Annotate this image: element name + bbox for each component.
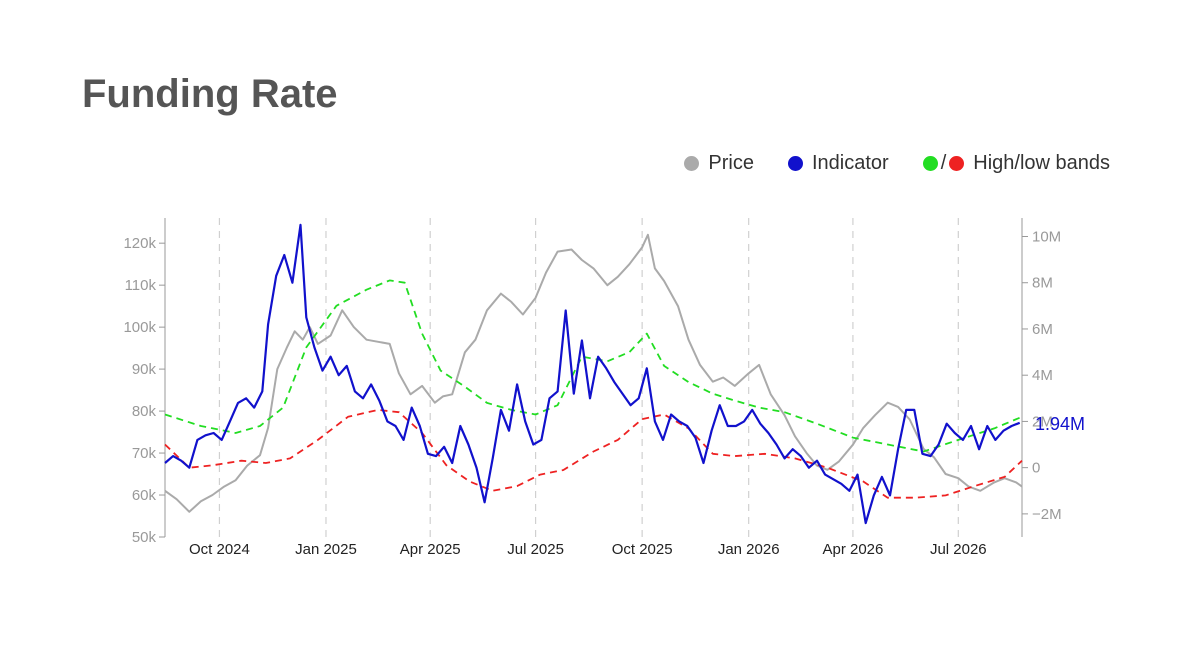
- x-tick-label: Jul 2026: [930, 541, 987, 558]
- legend-label-indicator: Indicator: [811, 152, 889, 174]
- y-right-tick-label: 8M: [1032, 275, 1053, 292]
- legend-item-price[interactable]: Price: [684, 152, 754, 175]
- y-left-tick-label: 60k: [132, 487, 157, 504]
- series-line-high-band: [164, 279, 1023, 453]
- y-right-tick-label: 10M: [1032, 228, 1061, 245]
- y-left-tick-label: 70k: [132, 445, 157, 462]
- x-tick-label: Jan 2025: [295, 541, 357, 558]
- x-tick-label: Oct 2024: [189, 541, 250, 558]
- series-line-price: [164, 233, 1023, 513]
- legend-item-indicator[interactable]: Indicator: [787, 152, 889, 175]
- x-tick-label: Oct 2025: [612, 541, 673, 558]
- low-band-dot-icon: [949, 156, 965, 171]
- y-left-tick-label: 80k: [132, 403, 157, 420]
- last-value-label: 1.94M: [1035, 414, 1085, 434]
- indicator-dot-icon: [787, 156, 803, 171]
- price-dot-icon: [684, 156, 700, 171]
- series-line-low-band: [164, 408, 1023, 499]
- y-left-tick-label: 100k: [123, 319, 156, 336]
- legend-label-price: Price: [708, 152, 754, 174]
- page-title: Funding Rate: [82, 72, 338, 116]
- y-right-tick-label: 0: [1032, 460, 1040, 477]
- legend-label-bands: High/low bands: [973, 152, 1110, 174]
- legend-item-bands[interactable]: / High/low bands: [922, 152, 1110, 175]
- bands-separator: /: [940, 152, 947, 174]
- y-right-tick-label: −2M: [1032, 506, 1062, 523]
- y-left-tick-label: 90k: [132, 361, 157, 378]
- axes-layer: [159, 218, 1028, 538]
- y-right-tick-label: 2M: [1032, 413, 1053, 430]
- y-left-tick-label: 120k: [123, 235, 156, 252]
- x-tick-label: Jan 2026: [718, 541, 780, 558]
- labels-layer: Oct 2024 Jan 2025 Apr 2025 Jul 2025 Oct 2025…: [123, 228, 1085, 558]
- y-right-tick-label: 4M: [1032, 367, 1053, 384]
- high-band-dot-icon: [922, 156, 938, 171]
- chart-legend: Price Indicator / High/low bands: [684, 152, 1110, 175]
- y-right-tick-label: 6M: [1032, 321, 1053, 338]
- series-layer: [164, 223, 1023, 525]
- y-left-tick-label: 50k: [132, 529, 157, 546]
- x-tick-label: Apr 2025: [400, 541, 461, 558]
- series-line-indicator: [164, 223, 1021, 525]
- y-left-tick-label: 110k: [125, 277, 157, 294]
- x-tick-label: Jul 2025: [507, 541, 564, 558]
- x-tick-label: Apr 2026: [822, 541, 883, 558]
